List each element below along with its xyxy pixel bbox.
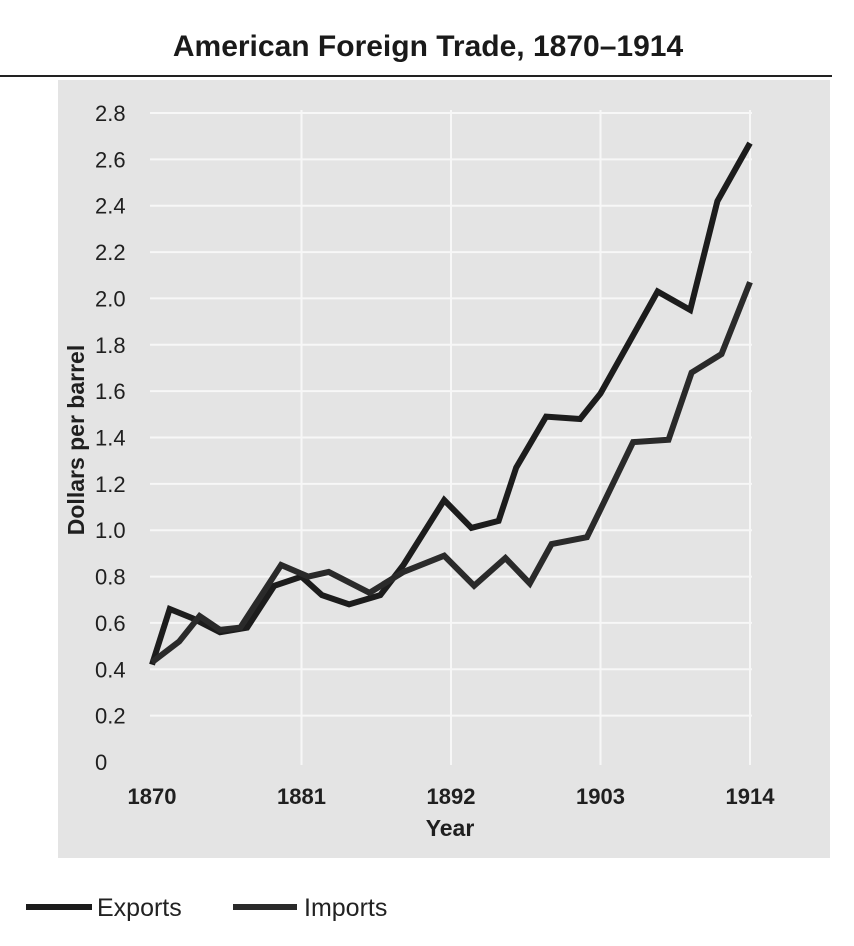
y-tick-label: 1.0: [95, 518, 126, 543]
x-tick-label: 1903: [576, 784, 625, 809]
plot-background: [58, 80, 830, 858]
y-tick-label: 0: [95, 750, 107, 775]
y-axis-label: Dollars per barrel: [63, 345, 89, 535]
series-line-imports: [150, 281, 753, 665]
y-tick-label: 0.6: [95, 611, 126, 636]
legend-label-imports: Imports: [304, 894, 387, 922]
y-tick-labels: 0 0.2 0.4 0.6 0.8 1.0 1.2 1.4 1.6 1.8 2.0 2.2 2.4 2.6…: [95, 101, 126, 775]
x-tick-label: 1870: [128, 784, 177, 809]
y-tick-label: 1.2: [95, 472, 126, 497]
y-tick-label: 0.2: [95, 704, 126, 729]
y-tick-label: 1.6: [95, 379, 126, 404]
y-tick-label: 0.8: [95, 565, 126, 590]
x-axis-label: Year: [426, 815, 475, 841]
grid: [150, 110, 752, 765]
x-tick-label: 1881: [277, 784, 326, 809]
chart-title: American Foreign Trade, 1870–1914: [173, 30, 684, 63]
y-tick-label: 1.4: [95, 426, 126, 451]
x-tick-label: 1892: [427, 784, 476, 809]
y-tick-label: 2.0: [95, 286, 126, 311]
legend: Exports Imports: [26, 894, 387, 922]
series-lines: [149, 141, 753, 666]
y-tick-label: 2.4: [95, 194, 126, 219]
x-tick-label: 1914: [726, 784, 776, 809]
y-tick-label: 2.8: [95, 101, 126, 126]
x-tick-labels: 1870 1881 1892 1903 1914: [128, 784, 776, 809]
y-tick-label: 1.8: [95, 333, 126, 358]
y-tick-label: 0.4: [95, 657, 126, 682]
y-tick-label: 2.2: [95, 240, 126, 265]
legend-label-exports: Exports: [97, 894, 182, 922]
y-tick-label: 2.6: [95, 147, 126, 172]
